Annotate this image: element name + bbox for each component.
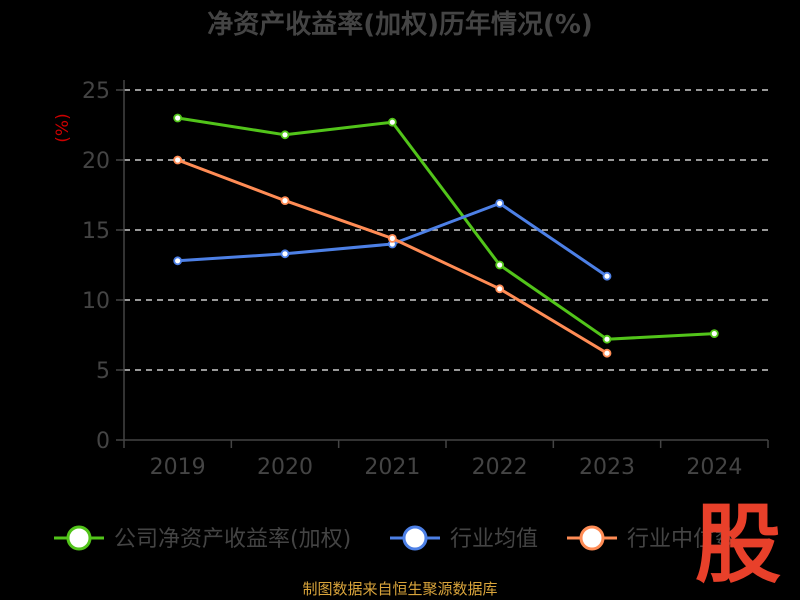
- data-point-s0-2019: [173, 113, 183, 123]
- y-tick-label-0: 0: [96, 429, 110, 454]
- x-tick-label-2023: 2023: [579, 455, 635, 480]
- data-point-s1-2022: [495, 198, 505, 208]
- x-tick-label-2019: 2019: [150, 455, 206, 480]
- chart-title: 净资产收益率(加权)历年情况(%): [207, 9, 593, 40]
- x-tick-label-2020: 2020: [257, 455, 313, 480]
- series-lines: [173, 113, 719, 358]
- legend-label-2: 行业中位数: [627, 527, 737, 552]
- y-axis-ticks: 0 5 10 15 20 25: [82, 79, 124, 454]
- y-tick-label-25: 25: [82, 79, 110, 104]
- data-point-s0-2021: [387, 117, 397, 127]
- data-point-s2-2022: [495, 284, 505, 294]
- legend-marker-0: [66, 525, 92, 551]
- y-tick-label-10: 10: [82, 289, 110, 314]
- legend: 公司净资产收益率(加权) 行业均值 行业中位数: [54, 525, 737, 552]
- data-point-s1-2019: [173, 256, 183, 266]
- data-point-s0-2022: [495, 260, 505, 270]
- y-tick-label-15: 15: [82, 219, 110, 244]
- data-point-s1-2023: [602, 271, 612, 281]
- series-line-0: [176, 116, 716, 341]
- data-point-s2-2021: [387, 233, 397, 243]
- legend-marker-2: [579, 525, 605, 551]
- legend-label-0: 公司净资产收益率(加权): [114, 527, 351, 552]
- data-point-s0-2024: [709, 329, 719, 339]
- legend-marker-1: [402, 525, 428, 551]
- axes: [123, 80, 768, 441]
- legend-item-0: 公司净资产收益率(加权): [54, 525, 351, 552]
- y-tick-label-5: 5: [96, 359, 110, 384]
- x-axis-ticks: 2019 2020 2021 2022 2023 2024: [123, 440, 769, 480]
- data-point-s2-2023: [602, 348, 612, 358]
- data-source-note: 制图数据来自恒生聚源数据库: [302, 580, 497, 598]
- data-point-s0-2020: [280, 130, 290, 140]
- watermark-logo: 股: [695, 495, 781, 595]
- y-axis-unit-label: (%): [53, 113, 73, 142]
- x-tick-label-2024: 2024: [686, 455, 742, 480]
- grid-lines: [124, 89, 768, 371]
- data-point-s2-2020: [280, 196, 290, 206]
- data-point-s2-2019: [173, 155, 183, 165]
- data-point-s1-2020: [280, 249, 290, 259]
- legend-label-1: 行业均值: [450, 527, 538, 552]
- legend-item-1: 行业均值: [390, 525, 538, 552]
- x-tick-label-2021: 2021: [364, 455, 420, 480]
- y-tick-label-20: 20: [82, 149, 110, 174]
- x-tick-label-2022: 2022: [472, 455, 528, 480]
- legend-item-2: 行业中位数: [567, 525, 737, 552]
- data-point-s0-2023: [602, 334, 612, 344]
